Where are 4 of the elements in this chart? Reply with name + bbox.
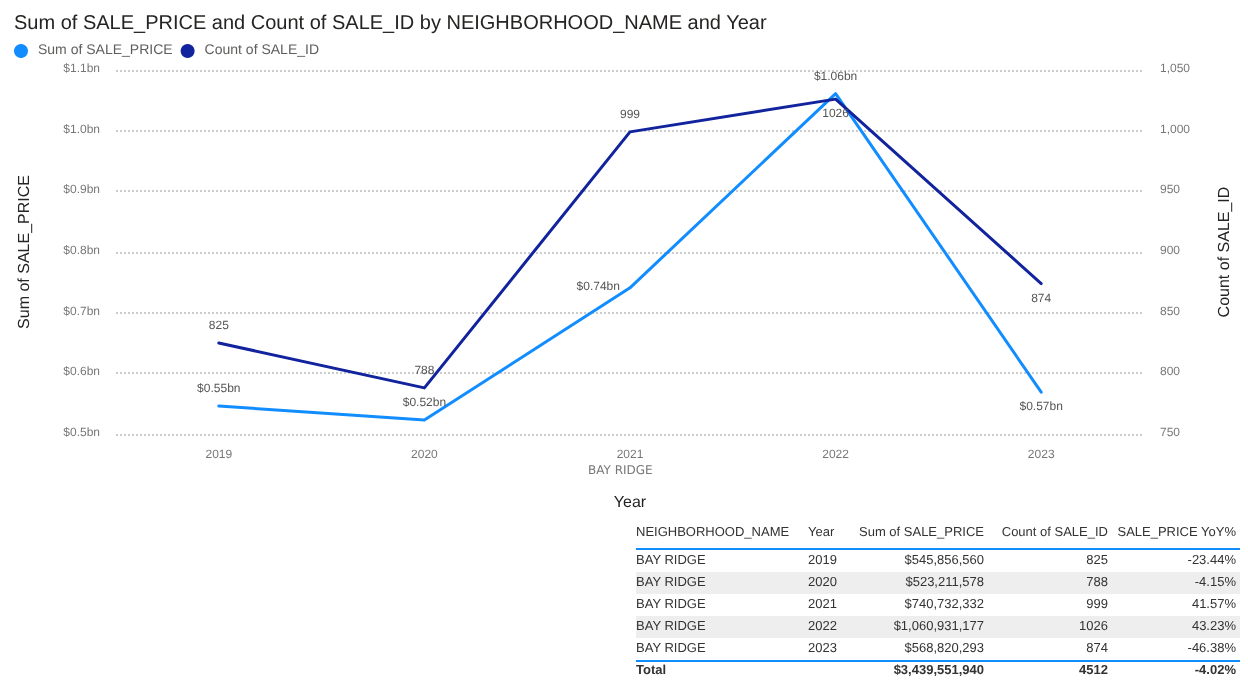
chart-title: Sum of SALE_PRICE and Count of SALE_ID by NEIGHBORHOOD_NAME and Year (14, 13, 768, 35)
y-axis-title: Sum of SALE_PRICE (15, 175, 33, 329)
x-axis-title: Year (613, 493, 647, 511)
y2-axis-title: Count of SALE_ID (1215, 186, 1233, 318)
